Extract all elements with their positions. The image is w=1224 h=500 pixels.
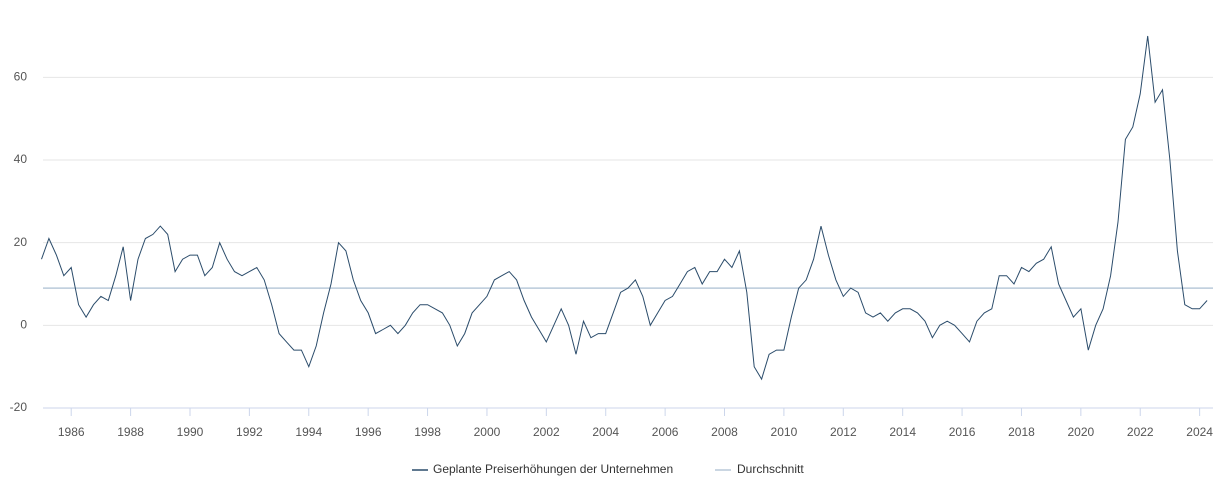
x-tick-label: 2004 — [592, 425, 619, 439]
legend: Geplante Preiserhöhungen der Unternehmen… — [412, 462, 804, 476]
x-tick-label: 2022 — [1127, 425, 1154, 439]
x-tick-label: 1992 — [236, 425, 263, 439]
x-tick-label: 2020 — [1068, 425, 1095, 439]
x-tick-label: 2012 — [830, 425, 857, 439]
legend-label: Durchschnitt — [737, 462, 804, 476]
x-tick-label: 1994 — [295, 425, 322, 439]
y-tick-label: -20 — [10, 400, 28, 414]
x-tick-label: 1996 — [355, 425, 382, 439]
y-tick-label: 60 — [14, 70, 28, 84]
x-tick-label: 1986 — [58, 425, 85, 439]
data-line — [41, 35, 1208, 381]
x-tick-label: 2014 — [889, 425, 916, 439]
x-tick-label: 2018 — [1008, 425, 1035, 439]
y-tick-label: 0 — [20, 318, 27, 332]
y-tick-label: 40 — [14, 152, 28, 166]
x-tick-label: 2010 — [771, 425, 798, 439]
x-tick-label: 1988 — [117, 425, 144, 439]
legend-label: Geplante Preiserhöhungen der Unternehmen — [433, 462, 673, 476]
x-tick-label: 2024 — [1186, 425, 1213, 439]
x-tick-label: 2006 — [652, 425, 679, 439]
x-tick-label: 2008 — [711, 425, 738, 439]
y-tick-label: 20 — [14, 235, 28, 249]
x-tick-label: 2000 — [474, 425, 501, 439]
x-tick-label: 2002 — [533, 425, 560, 439]
x-tick-label: 2016 — [949, 425, 976, 439]
x-tick-label: 1990 — [177, 425, 204, 439]
x-tick-label: 1998 — [414, 425, 441, 439]
